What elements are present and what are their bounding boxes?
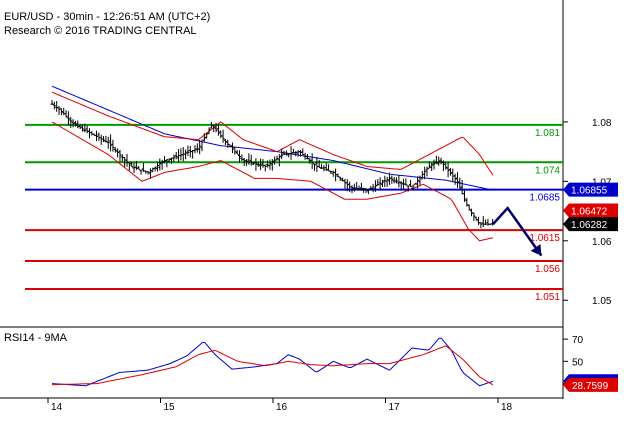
price-box-1 bbox=[563, 203, 618, 218]
chart-header-title: EUR/USD - 30min - 12:26:51 AM (UTC+2) bbox=[4, 11, 210, 23]
rsi-tick-label: 50 bbox=[572, 357, 584, 368]
price-tick-label: 1.06 bbox=[592, 237, 612, 248]
projection-path bbox=[492, 206, 543, 257]
price-box-label-0: 1.06855 bbox=[571, 186, 608, 197]
rsi-tick-label: 70 bbox=[572, 335, 584, 346]
rsi-line-ma bbox=[51, 345, 494, 386]
level-label-0: 1.081 bbox=[535, 128, 560, 139]
time-tick-label: 14 bbox=[51, 402, 63, 413]
price-box-0 bbox=[563, 182, 618, 197]
rsi-box-1 bbox=[563, 377, 618, 392]
level-label-1: 1.074 bbox=[535, 165, 560, 176]
chart-header-copyright: Research © 2016 TRADING CENTRAL bbox=[4, 25, 197, 37]
level-label-4: 1.056 bbox=[535, 264, 560, 275]
price-box-label-2: 1.06282 bbox=[571, 220, 608, 231]
candles bbox=[50, 100, 495, 229]
level-label-2: 1.0685 bbox=[529, 193, 560, 204]
overlay-lower-band bbox=[51, 121, 494, 242]
level-label-5: 1.051 bbox=[535, 292, 560, 303]
time-axis-ticks: 14 15 16 17 18 bbox=[47, 398, 513, 413]
price-box-label-1: 1.06472 bbox=[571, 206, 608, 217]
time-tick-label: 17 bbox=[389, 402, 401, 413]
rsi-series bbox=[51, 337, 494, 387]
price-tick-label: 1.08 bbox=[592, 118, 612, 129]
rsi-line-rsi bbox=[51, 337, 494, 387]
rsi-panel-title: RSI14 - 9MA bbox=[4, 332, 68, 344]
level-label-3: 1.0615 bbox=[529, 233, 560, 244]
level-lines: 1.081 1.074 1.0685 1.0615 1.056 1.051 bbox=[25, 123, 563, 303]
projection-arrow bbox=[492, 206, 543, 257]
price-box-2 bbox=[563, 217, 618, 232]
rsi-box-label-1: 28.7599 bbox=[572, 381, 609, 392]
price-boxes: 1.06855 1.06472 1.06282 bbox=[563, 182, 618, 232]
overlay-upper-band bbox=[51, 91, 494, 176]
time-tick-label: 15 bbox=[164, 402, 176, 413]
rsi-value-boxes: 32.103128.7599 bbox=[563, 374, 618, 392]
price-tick-label: 1.05 bbox=[592, 296, 612, 307]
time-tick-label: 18 bbox=[501, 402, 513, 413]
time-tick-label: 16 bbox=[276, 402, 288, 413]
projection-arrowhead bbox=[530, 244, 542, 256]
